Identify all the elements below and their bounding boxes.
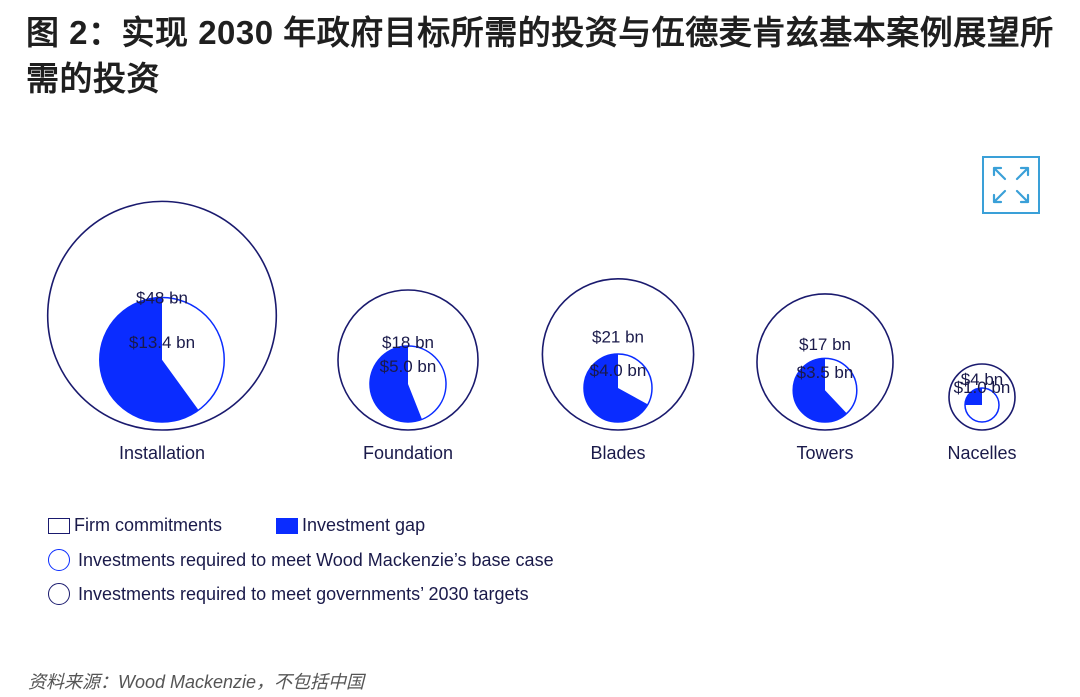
category-label: Installation xyxy=(119,443,205,463)
category-label: Nacelles xyxy=(947,443,1016,463)
government-target-circle xyxy=(337,289,479,431)
legend-base-case: Investments required to meet Wood Macken… xyxy=(48,549,554,571)
legend-government-targets: Investments required to meet governments… xyxy=(48,583,529,605)
government-target-circle xyxy=(46,200,278,431)
expand-button[interactable] xyxy=(982,156,1040,214)
base-case-label: $4.0 bn xyxy=(590,361,647,380)
investment-gap-wedge xyxy=(965,388,982,405)
investment-gap-swatch xyxy=(276,517,298,534)
category-label: Towers xyxy=(796,443,853,463)
category-label: Foundation xyxy=(363,443,453,463)
base-case-label: $3.5 bn xyxy=(797,363,854,382)
investment-gap-wedge xyxy=(369,345,422,423)
government-target-label: $17 bn xyxy=(799,335,851,354)
government-target-label: $4 bn xyxy=(961,370,1004,389)
page-title: 图 2：实现 2030 年政府目标所需的投资与伍德麦肯兹基本案例展望所需的投资 xyxy=(26,14,1054,97)
investment-gap-wedge xyxy=(793,358,847,422)
legend-label: Firm commitments xyxy=(74,515,222,535)
government-target-label: $21 bn xyxy=(592,327,644,346)
investment-gap-wedge xyxy=(99,297,199,422)
base-case-label: $5.0 bn xyxy=(380,357,437,376)
base-case-label: $1.0 bn xyxy=(954,378,1011,397)
legend-label: Investment gap xyxy=(302,515,426,535)
legend-label: Investments required to meet Wood Macken… xyxy=(78,549,554,570)
bubble-chart: $48 bn $13.4 bn Installation $18 bn $5.0 bn F… xyxy=(46,200,1017,463)
government-target-circle xyxy=(948,363,1016,431)
government-target-circle xyxy=(541,277,695,431)
category-label: Blades xyxy=(590,443,645,463)
base-case-swatch xyxy=(48,549,70,571)
expand-arrows-icon xyxy=(992,166,1030,204)
legend-firm-commitments: Firm commitments xyxy=(48,515,222,536)
legend-investment-gap: Investment gap xyxy=(276,515,425,536)
investment-gap-wedge xyxy=(584,354,648,422)
government-target-label: $18 bn xyxy=(382,333,434,352)
government-target-circle xyxy=(756,293,894,431)
firm-commitments-swatch xyxy=(48,517,70,534)
source-note: 资料来源：Wood Mackenzie，不包括中国 xyxy=(28,672,365,692)
base-case-label: $13.4 bn xyxy=(129,333,195,352)
legend-label: Investments required to meet governments… xyxy=(78,583,529,604)
government-targets-swatch xyxy=(48,583,70,605)
government-target-label: $48 bn xyxy=(136,289,188,308)
